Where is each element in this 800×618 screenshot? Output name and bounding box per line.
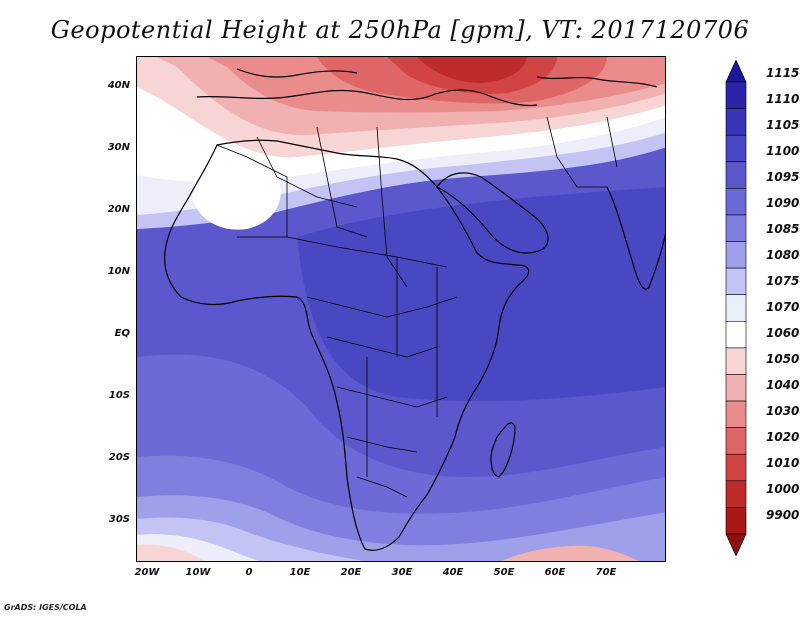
lon-label-10w: 10W [185,567,211,578]
colorbar-label: 11100 [766,92,800,106]
white-plateau [192,163,281,230]
colorbar-segment [725,347,747,375]
lat-label-20s: 20S [108,452,130,463]
colorbar-label: 9900 [766,508,800,522]
colorbar-segment [725,214,747,242]
colorbar-segment [725,267,747,296]
lon-label-40e: 40E [442,567,464,578]
geopotential-field [137,57,665,561]
colorbar-label: 10200 [766,430,800,444]
lon-label-0: 0 [245,567,253,578]
colorbar-segment [725,507,747,535]
colorbar-segment [725,480,747,508]
colorbar-label: 11150 [766,66,800,80]
band-10000 [417,57,527,83]
colorbar-label: 10600 [766,326,800,340]
colorbar-label: 10900 [766,196,800,210]
lon-label-20e: 20E [340,567,362,578]
lat-label-40n: 40N [107,80,130,91]
colorbar-label: 10500 [766,352,800,366]
lat-label-eq: EQ [114,328,130,339]
colorbar [725,60,747,556]
colorbar-label: 10850 [766,222,800,236]
colorbar-segment [725,81,747,109]
band-11000 [297,187,665,402]
lon-label-50e: 50E [493,567,515,578]
coastlines [164,68,665,551]
colorbar-segment [725,188,747,216]
colorbar-label: 10800 [766,248,800,262]
colorbar-segment [725,400,747,428]
colorbar-label: 10700 [766,300,800,314]
colorbar-segment [725,453,747,482]
credit-text: GrADS: IGES/COLA [4,603,87,612]
colorbar-label: 10000 [766,482,800,496]
colorbar-segment [725,320,747,349]
plot-title: Geopotential Height at 250hPa [gpm], VT:… [50,16,750,44]
lat-label-30s: 30S [108,514,130,525]
colorbar-label: 11000 [766,144,800,158]
colorbar-segment [725,427,747,455]
colorbar-segment [725,374,747,402]
colorbar-segment [725,241,747,269]
lon-label-30e: 30E [391,567,413,578]
colorbar-label: 10950 [766,170,800,184]
lon-label-10e: 10E [289,567,311,578]
lon-label-20w: 20W [134,567,160,578]
colorbar-segment [725,134,747,163]
map-panel [136,56,666,562]
lat-label-30n: 30N [107,142,130,153]
colorbar-arrow-top [725,60,747,83]
colorbar-segment [725,161,747,189]
band-10400-se [501,545,639,561]
band-10500-s [137,544,204,561]
lat-label-10n: 10N [107,266,130,277]
colorbar-segment [725,294,747,322]
colorbar-label: 10300 [766,404,800,418]
lat-label-20n: 20N [107,204,130,215]
colorbar-segment [725,108,747,136]
lon-label-70e: 70E [595,567,617,578]
colorbar-label: 11050 [766,118,800,132]
colorbar-arrow-bottom [725,533,747,556]
colorbar-label: 10750 [766,274,800,288]
colorbar-label: 10400 [766,378,800,392]
country-borders [216,116,618,498]
lon-label-60e: 60E [544,567,566,578]
lat-label-10s: 10S [108,390,130,401]
